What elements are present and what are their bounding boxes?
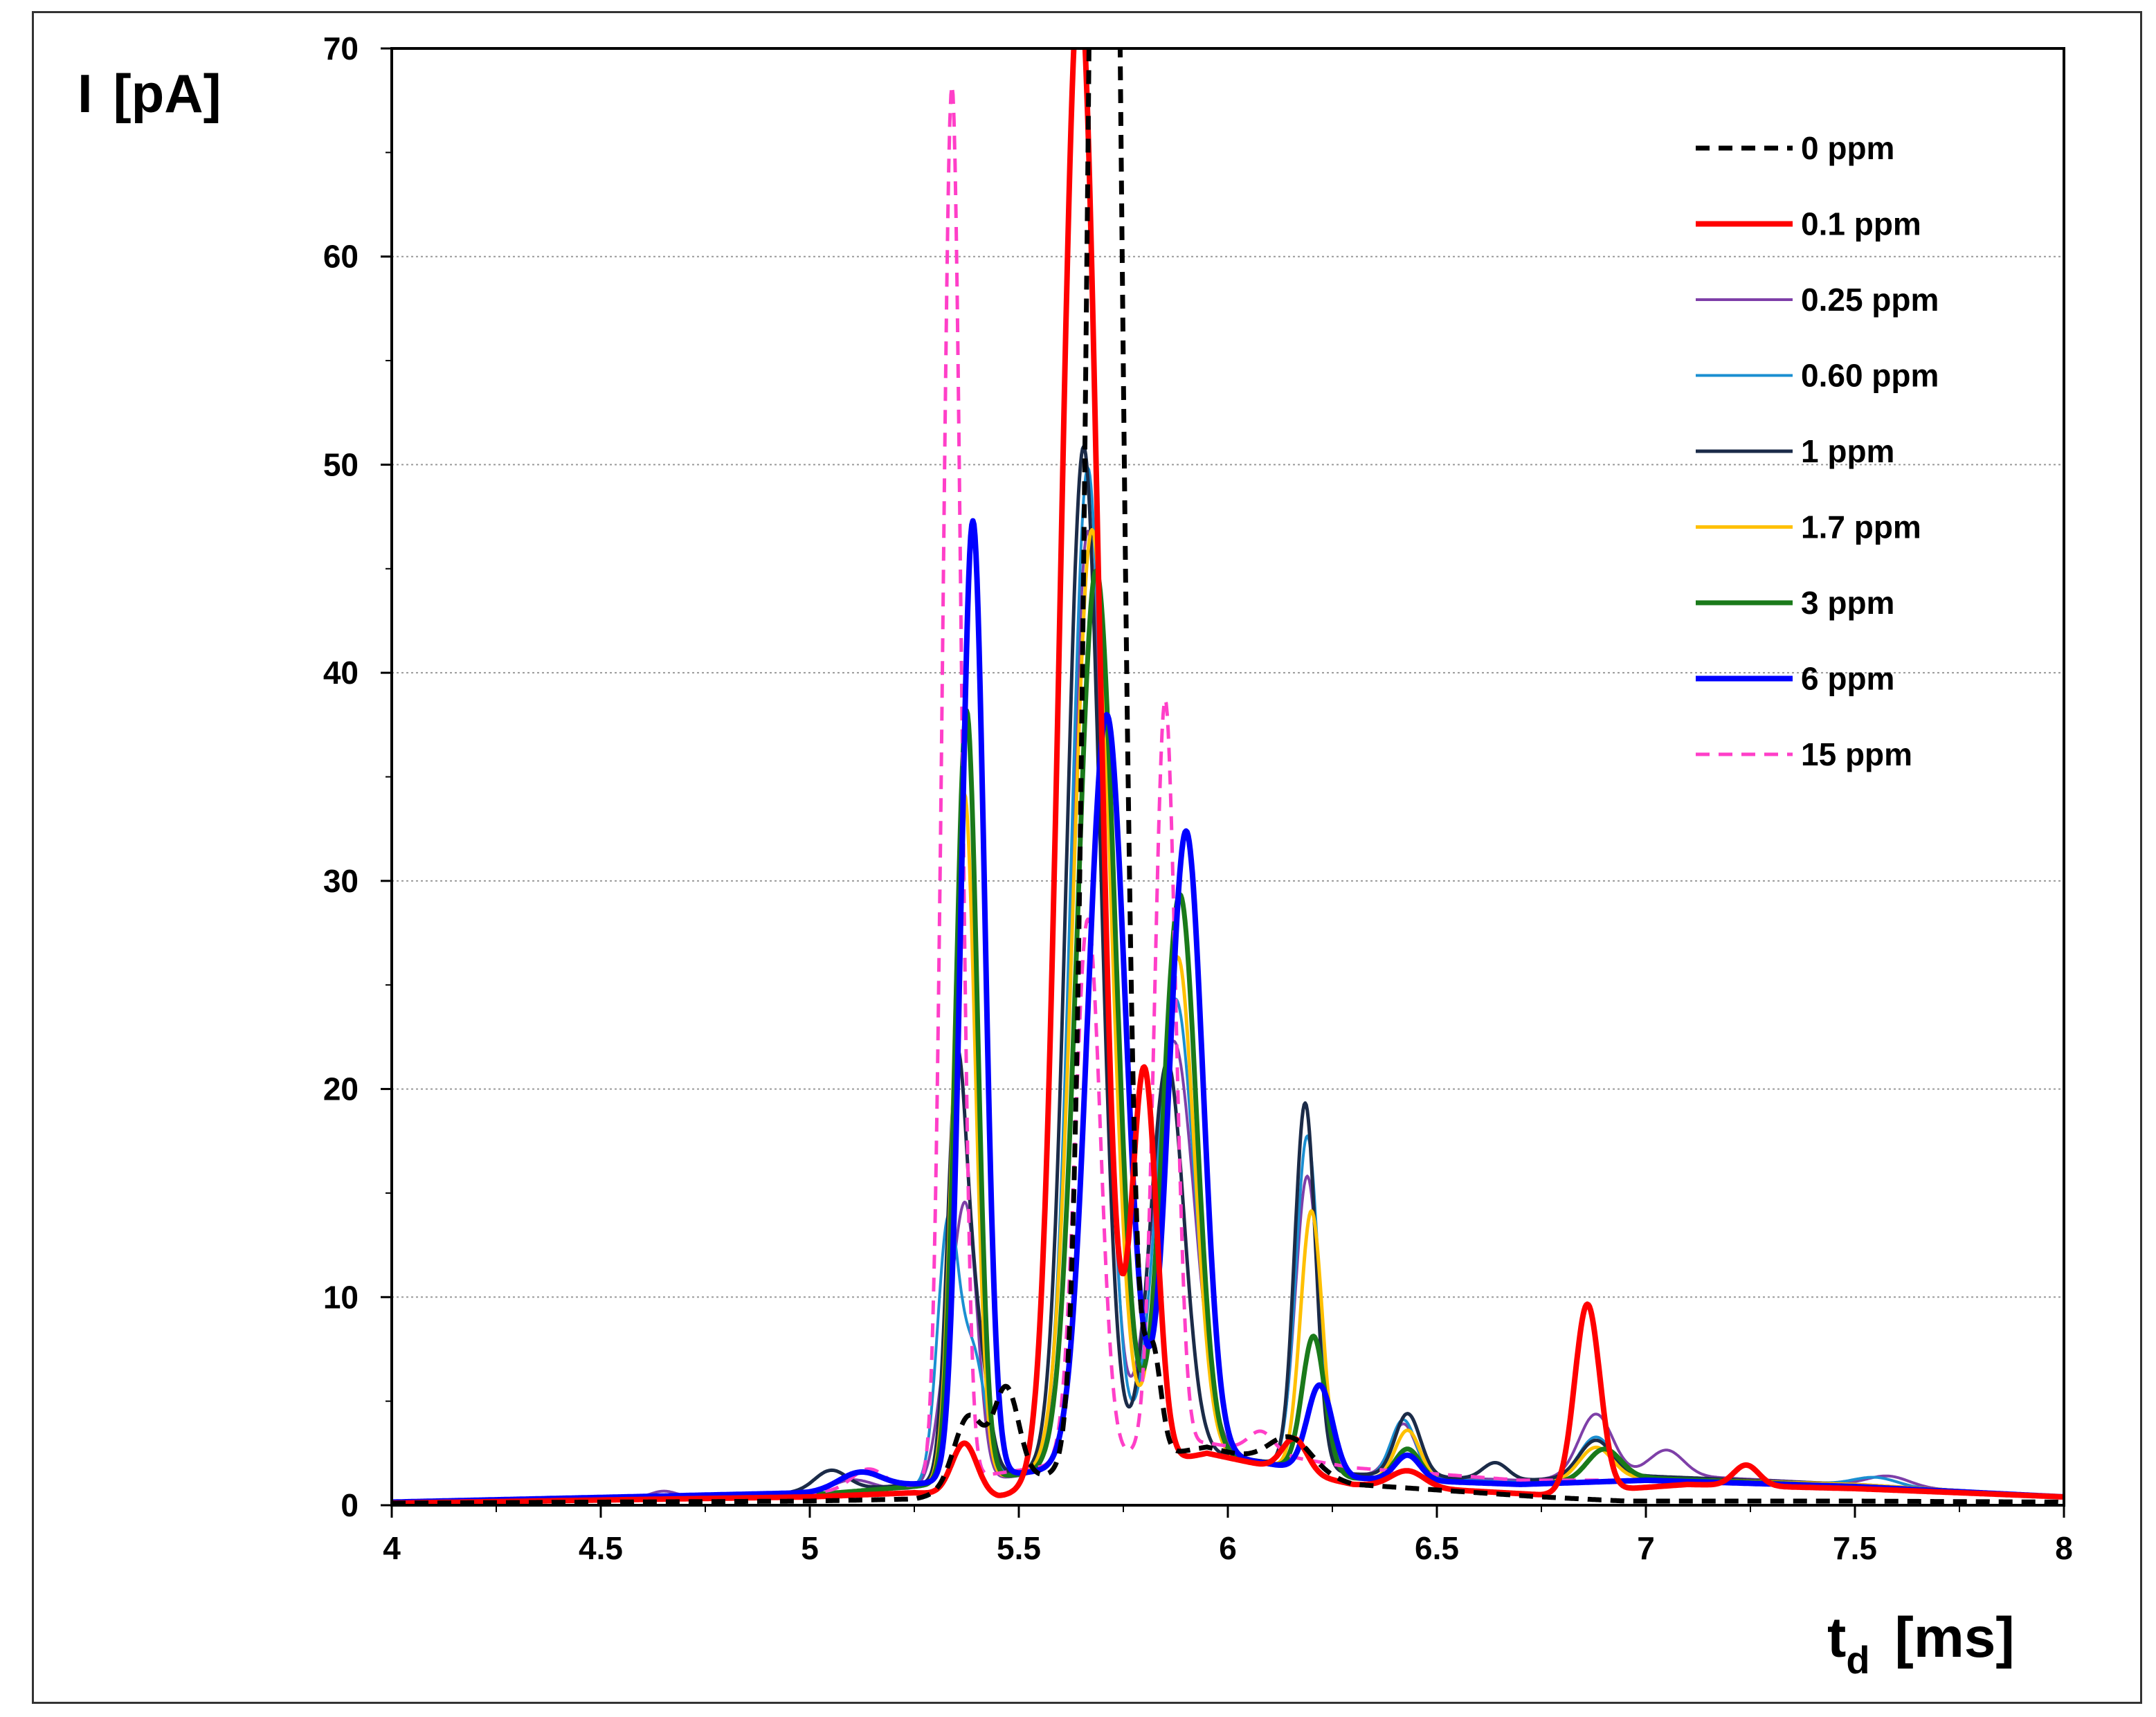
x-tick-label: 4 [383, 1530, 401, 1566]
series-group [392, 48, 2064, 1505]
series-line-3-ppm [392, 568, 2064, 1505]
x-tick-label: 7.5 [1833, 1530, 1877, 1566]
legend-label: 1 ppm [1801, 433, 1894, 469]
legend-label: 0 ppm [1801, 130, 1894, 166]
figure-frame [32, 11, 2142, 1704]
x-tick-label: 8 [2055, 1530, 2073, 1566]
y-axis-title: I [pA] [78, 63, 221, 124]
series-line-0_60-ppm [392, 466, 2064, 1504]
x-tick-label: 7 [1637, 1530, 1655, 1566]
x-axis-subscript: d [1846, 1638, 1869, 1682]
y-axis-symbol: I [78, 63, 93, 124]
legend-label: 1.7 ppm [1801, 509, 1921, 545]
y-tick-label: 0 [341, 1487, 359, 1523]
grid-lines [392, 255, 2064, 1298]
series-line-0-ppm [392, 48, 2064, 1505]
x-tick-label: 4.5 [579, 1530, 623, 1566]
y-tick-label: 20 [323, 1071, 359, 1107]
legend-label: 0.1 ppm [1801, 206, 1921, 242]
legend-label: 15 ppm [1801, 736, 1912, 772]
x-axis-unit: [ms] [1895, 1606, 2015, 1669]
y-tick-label: 40 [323, 655, 359, 691]
legend-label: 0.25 ppm [1801, 282, 1939, 318]
x-axis-title: td [ms] [1827, 1606, 2015, 1682]
series-line-0_1-ppm [392, 48, 2064, 1505]
plot-area [390, 47, 2065, 1507]
y-tick-label: 60 [323, 239, 359, 275]
y-tick-label: 70 [323, 30, 359, 66]
x-tick-label: 5 [801, 1530, 819, 1566]
axes: 0 10 20 30 40 50 60 70 4 4.5 5 5.5 6 6.5 7 7.5 8 [323, 30, 2073, 1566]
y-tick-label: 30 [323, 863, 359, 899]
x-tick-label: 5.5 [997, 1530, 1041, 1566]
legend-label: 0.60 ppm [1801, 358, 1939, 394]
legend-label: 3 ppm [1801, 585, 1894, 621]
x-tick-label: 6.5 [1415, 1530, 1459, 1566]
y-axis-unit: [pA] [114, 63, 221, 124]
legend-label: 6 ppm [1801, 661, 1894, 697]
y-tick-label: 10 [323, 1279, 359, 1315]
x-tick-label: 6 [1219, 1530, 1237, 1566]
x-axis-symbol: t [1827, 1606, 1846, 1669]
legend: 0 ppm 0.1 ppm 0.25 ppm 0.60 ppm 1 ppm 1.7 ppm… [1696, 130, 1939, 772]
y-tick-label: 50 [323, 446, 359, 482]
